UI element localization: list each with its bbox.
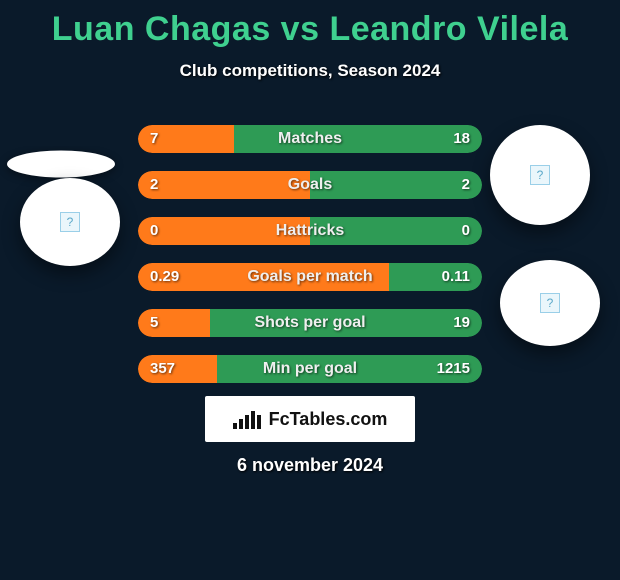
stat-row: 357 1215 Min per goal	[138, 355, 482, 383]
page-title: Luan Chagas vs Leandro Vilela	[0, 0, 620, 49]
stat-value-right: 2	[462, 171, 470, 199]
stat-value-right: 0.11	[442, 263, 470, 291]
stat-value-left: 2	[150, 171, 158, 199]
stat-value-left: 357	[150, 355, 175, 383]
stat-value-left: 0	[150, 217, 158, 245]
image-placeholder-icon: ?	[530, 165, 550, 185]
stat-label: Hattricks	[276, 217, 344, 245]
stat-row: 2 2 Goals	[138, 171, 482, 199]
stats-panel: 7 18 Matches 2 2 Goals 0 0 Hattricks 0.29 0.11 Goal…	[138, 125, 482, 401]
stat-bar-right	[310, 171, 482, 199]
subtitle: Club competitions, Season 2024	[0, 61, 620, 81]
stat-bar-right	[234, 125, 482, 153]
avatar-bubble-right-top: ?	[490, 125, 590, 225]
stat-label: Min per goal	[263, 355, 357, 383]
stat-label: Goals per match	[247, 263, 372, 291]
stat-bar-left	[138, 309, 210, 337]
date-label: 6 november 2024	[237, 455, 383, 476]
stat-bar-left	[138, 171, 310, 199]
stat-value-right: 18	[453, 125, 470, 153]
avatar-bubble-left: ?	[20, 178, 120, 266]
fctables-label: FcTables.com	[269, 409, 388, 430]
fctables-badge: FcTables.com	[205, 396, 415, 442]
fctables-logo-icon	[233, 409, 261, 429]
stat-value-left: 0.29	[150, 263, 179, 291]
stat-label: Goals	[288, 171, 332, 199]
stat-row: 7 18 Matches	[138, 125, 482, 153]
image-placeholder-icon: ?	[60, 212, 80, 232]
comparison-card: Luan Chagas vs Leandro Vilela Club compe…	[0, 0, 620, 580]
stat-label: Matches	[278, 125, 342, 153]
stat-row: 0.29 0.11 Goals per match	[138, 263, 482, 291]
avatar-bubble-left-back	[7, 151, 115, 178]
stat-value-right: 19	[453, 309, 470, 337]
stat-row: 5 19 Shots per goal	[138, 309, 482, 337]
image-placeholder-icon: ?	[540, 293, 560, 313]
avatar-bubble-right-bottom: ?	[500, 260, 600, 346]
stat-value-right: 0	[462, 217, 470, 245]
stat-row: 0 0 Hattricks	[138, 217, 482, 245]
stat-value-right: 1215	[437, 355, 470, 383]
stat-value-left: 7	[150, 125, 158, 153]
stat-value-left: 5	[150, 309, 158, 337]
stat-label: Shots per goal	[254, 309, 365, 337]
